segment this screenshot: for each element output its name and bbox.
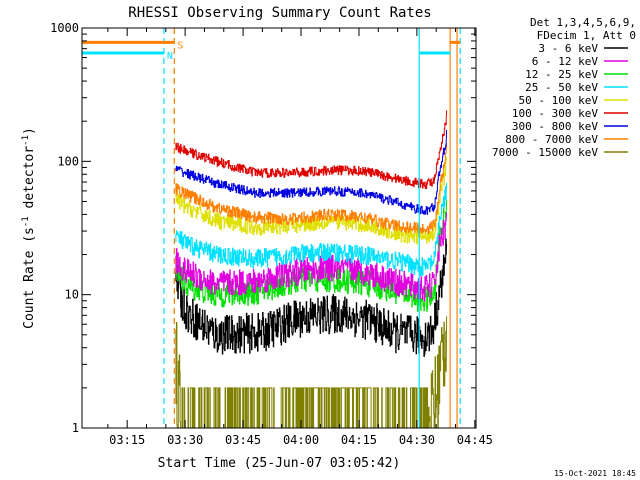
legend-header-line-2: FDecim 1, Att 0	[537, 29, 636, 42]
x-tick-label: 03:45	[225, 433, 261, 447]
y-axis-label-sup2: -1	[21, 135, 31, 146]
legend-label: 100 - 300 keV	[512, 107, 598, 120]
state-bar-layer: NS	[82, 40, 461, 62]
y-tick-label: 1000	[50, 21, 79, 35]
legend-label: 12 - 25 keV	[525, 68, 598, 81]
markers-layer	[163, 28, 461, 428]
legend-label: 6 - 12 keV	[532, 55, 599, 68]
y-tick-label: 1	[72, 421, 79, 435]
y-axis-label: Count Rate (s-1 detector-1)	[21, 127, 37, 329]
y-tick-label: 100	[57, 154, 79, 168]
state-bar-label: N	[167, 51, 173, 62]
y-axis-label-sup1: -1	[21, 216, 31, 227]
y-axis-label-suffix: )	[22, 127, 37, 135]
x-tick-label: 04:15	[341, 433, 377, 447]
footer-date: 15-Oct-2021 18:45	[554, 469, 636, 478]
legend-label: 800 - 7000 keV	[505, 133, 598, 146]
series-line-7	[175, 142, 448, 235]
legend-label: 7000 - 15000 keV	[492, 146, 598, 159]
series-line-3	[175, 182, 448, 276]
x-tick-label: 04:00	[283, 433, 319, 447]
legend-label: 300 - 800 keV	[512, 120, 598, 133]
series-line-1	[175, 212, 448, 302]
x-axis-label: Start Time (25-Jun-07 03:05:42)	[158, 456, 401, 471]
plot-frame	[81, 27, 477, 429]
state-bar-label: S	[177, 40, 183, 51]
x-tick-label: 04:30	[399, 433, 435, 447]
axis-layer: 03:15 03:30 03:45 04:00 04:15 04:30 04:45 1 10 10…	[50, 21, 493, 447]
x-tick-label: 03:30	[167, 433, 203, 447]
legend-label: 3 - 6 keV	[538, 42, 598, 55]
y-axis-label-prefix: Count Rate (s	[22, 227, 37, 329]
series-line-0	[175, 238, 448, 357]
chart-title: RHESSI Observing Summary Count Rates	[128, 5, 431, 21]
legend: Det 1,3,4,5,6,9, FDecim 1, Att 0 3 - 6 k…	[492, 16, 636, 159]
x-tick-label: 04:45	[457, 433, 493, 447]
series-line-6	[175, 129, 448, 215]
y-tick-label: 10	[65, 288, 79, 302]
legend-label: 50 - 100 keV	[519, 94, 599, 107]
x-tick-label: 03:15	[109, 433, 145, 447]
legend-header-line-1: Det 1,3,4,5,6,9,	[530, 16, 636, 29]
legend-label: 25 - 50 keV	[525, 81, 598, 94]
series-line-5	[175, 110, 448, 190]
y-axis-label-mid: detector	[22, 146, 37, 217]
